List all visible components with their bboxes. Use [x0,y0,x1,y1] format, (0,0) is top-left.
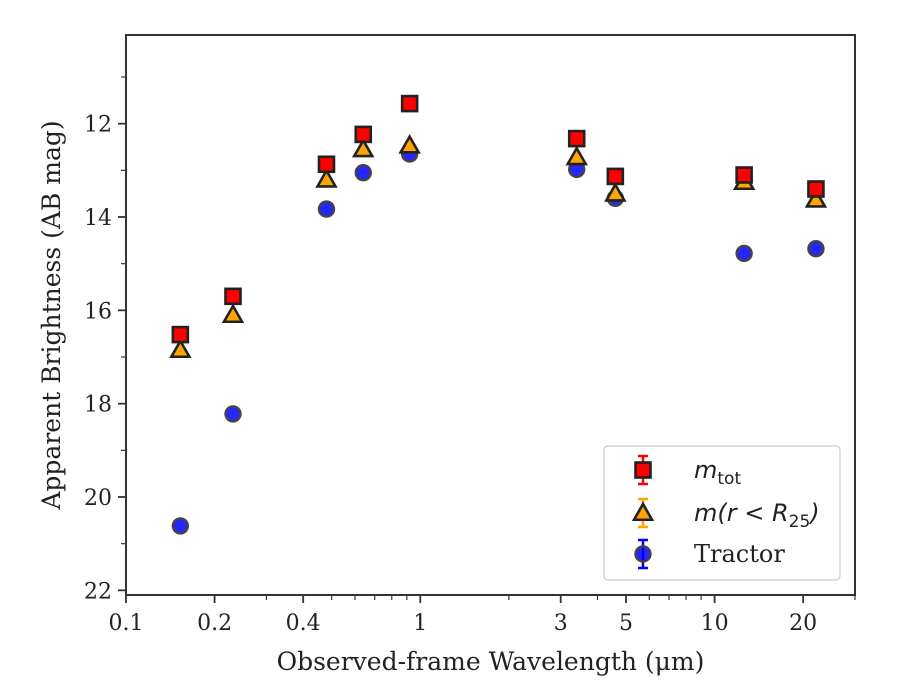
data-point-circle [171,517,190,535]
data-point-square [807,180,825,198]
data-point-triangle [221,303,245,324]
data-markers [169,94,828,535]
data-point-square [567,129,586,148]
x-tick-label: 3 [554,611,568,636]
y-tick-label: 16 [84,299,112,324]
plot-frame [125,34,856,596]
data-point-square [735,166,753,184]
data-point-circle [735,244,753,263]
data-point-triangle [169,338,192,359]
x-tick-label: 0.1 [109,611,144,636]
legend-label: Tractor [694,540,785,568]
legend-marker-square [634,461,652,479]
data-point-circle [807,240,825,258]
major-ticks [118,122,805,603]
y-tick-label: 20 [84,486,112,511]
data-point-square [317,155,336,174]
data-point-circle [317,200,336,218]
y-axis-label: Apparent Brightness (AB mag) [37,120,66,510]
x-tick-label: 0.4 [286,611,321,636]
x-tick-label: 1 [413,611,427,636]
data-point-triangle [315,168,338,188]
legend-frame [603,445,841,581]
data-point-triangle [352,137,375,158]
x-tick-label: 10 [701,611,729,636]
y-tick-label: 14 [84,206,112,231]
data-point-square [171,325,190,344]
data-point-triangle [398,133,421,154]
x-tick-label: 0.2 [197,611,232,636]
legend-marker-triangle [631,501,655,522]
data-point-triangle [565,145,588,166]
x-tick-label: 5 [619,611,633,636]
data-point-circle [224,405,242,423]
y-tick-label: 22 [84,579,112,604]
data-point-circle [354,163,372,182]
data-point-square [354,125,373,144]
tick-labels: 0.1 0.2 0.4 1 3 5 10 20 12 14 16 18 20 22 [84,113,817,636]
data-point-triangle [804,188,828,208]
legend-marker-circle [634,545,652,563]
y-tick-label: 18 [84,393,112,418]
y-tick-label: 12 [84,113,112,138]
x-axis-label: Observed-frame Wavelength (μm) [277,647,705,676]
data-point-triangle [604,182,627,202]
data-point-square [400,94,419,113]
data-point-square [606,167,625,186]
x-tick-label: 20 [789,611,817,636]
data-point-square [224,287,242,306]
